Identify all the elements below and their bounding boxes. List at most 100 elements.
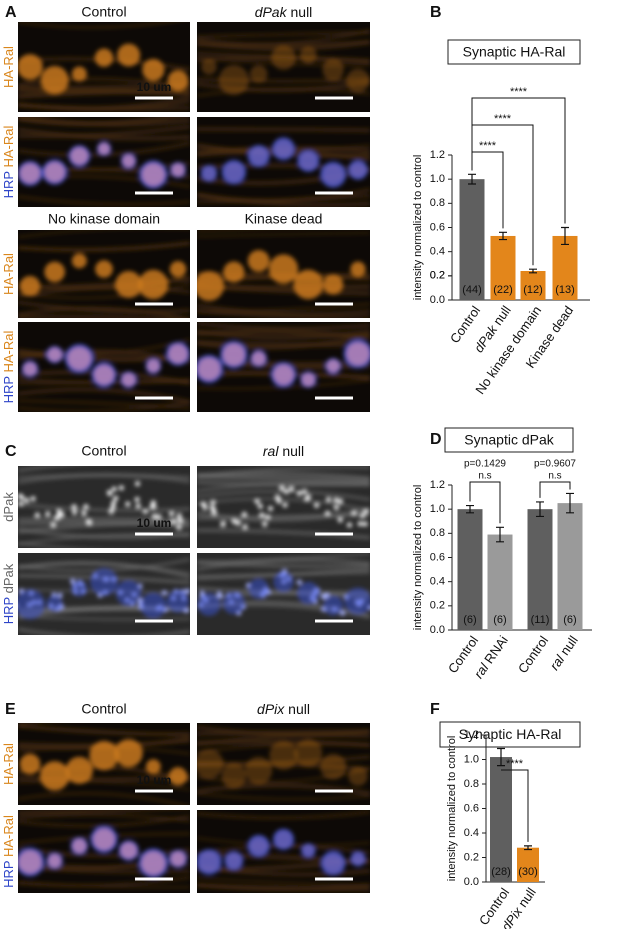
chart-title: Synaptic HA-Ral <box>463 44 566 60</box>
ha-signal <box>98 142 110 155</box>
y-tick-label: 0.0 <box>464 876 479 888</box>
y-tick-label: 0.6 <box>430 221 445 233</box>
y-tick-label: 0.4 <box>430 576 445 588</box>
puncta <box>72 509 78 515</box>
bar <box>487 534 513 630</box>
ha-signal <box>197 749 224 779</box>
image-blobs <box>18 723 190 805</box>
micrograph <box>197 723 370 805</box>
texture <box>18 240 190 252</box>
puncta <box>34 512 40 518</box>
panel-label: B <box>430 4 442 21</box>
ha-signal <box>350 161 366 178</box>
puncta <box>151 513 157 519</box>
puncta <box>217 593 223 599</box>
ha-signal <box>170 851 186 867</box>
puncta <box>296 490 302 496</box>
puncta <box>268 506 274 512</box>
micrograph <box>197 230 370 318</box>
ha-signal <box>274 139 293 158</box>
ha-signal <box>23 362 37 376</box>
puncta <box>357 521 363 527</box>
image-blobs <box>197 127 370 207</box>
error-bar <box>529 268 537 274</box>
sample-size: (12) <box>523 284 543 296</box>
ha-signal <box>346 342 370 366</box>
puncta <box>169 511 175 517</box>
texture <box>18 124 190 139</box>
panel-label: D <box>430 431 442 448</box>
texture <box>18 127 190 141</box>
texture <box>197 194 370 204</box>
texture <box>197 466 370 479</box>
texture <box>197 557 370 571</box>
puncta <box>170 518 176 524</box>
texture <box>197 28 370 46</box>
ha-signal <box>247 249 270 272</box>
scale-bar-label: 10 um <box>137 773 172 787</box>
texture <box>18 792 188 805</box>
texture <box>18 516 190 522</box>
hrp-signal <box>344 587 370 615</box>
ha-signal <box>249 147 268 165</box>
texture <box>18 195 190 206</box>
texture <box>197 302 370 313</box>
puncta <box>259 512 265 518</box>
significance-label: **** <box>506 758 524 770</box>
puncta <box>156 514 162 520</box>
y-tick-label: 1.2 <box>430 479 445 491</box>
micrograph <box>18 723 190 805</box>
image-blobs <box>197 466 370 540</box>
puncta <box>150 500 156 506</box>
significance-bracket <box>539 481 571 498</box>
significance-bracket <box>469 481 501 524</box>
image-blobs <box>197 322 370 390</box>
texture <box>197 322 370 331</box>
texture <box>18 627 190 635</box>
puncta <box>363 509 369 515</box>
texture <box>18 541 80 548</box>
ha-signal <box>302 844 315 857</box>
column-header: dPak null <box>255 4 313 20</box>
texture <box>18 399 190 410</box>
ha-signal <box>94 48 114 67</box>
texture <box>197 473 370 483</box>
texture <box>197 876 370 887</box>
texture <box>18 88 190 99</box>
error-bar <box>499 231 507 241</box>
sample-size: (13) <box>555 284 575 296</box>
ha-signal <box>40 65 69 95</box>
bar <box>527 509 553 630</box>
puncta <box>231 519 237 525</box>
micrograph <box>18 466 190 548</box>
ha-signal <box>120 842 137 859</box>
texture <box>18 400 190 412</box>
ha-signal <box>350 261 366 277</box>
title-box <box>444 427 574 453</box>
ha-signal <box>223 162 244 182</box>
ha-signal <box>202 166 216 181</box>
puncta <box>337 498 343 504</box>
puncta <box>18 493 23 499</box>
puncta <box>235 520 241 526</box>
texture <box>18 780 190 791</box>
puncta <box>257 503 263 509</box>
ha-signal <box>300 46 317 64</box>
texture <box>18 22 174 29</box>
puncta <box>176 525 182 531</box>
puncta <box>54 515 60 521</box>
micrograph <box>197 810 370 893</box>
y-tick-label: 1.2 <box>430 149 445 161</box>
significance-label: n.s <box>548 471 561 482</box>
puncta <box>125 501 131 507</box>
puncta <box>24 497 30 503</box>
ha-signal <box>171 163 185 177</box>
panel-label: E <box>5 701 16 718</box>
chart-title: Synaptic dPak <box>464 432 554 448</box>
y-tick-label: 0.8 <box>430 197 445 209</box>
y-tick-label: 1.0 <box>464 753 479 765</box>
puncta <box>326 497 332 503</box>
puncta <box>282 502 288 508</box>
micrograph <box>197 322 370 412</box>
puncta <box>71 504 77 510</box>
